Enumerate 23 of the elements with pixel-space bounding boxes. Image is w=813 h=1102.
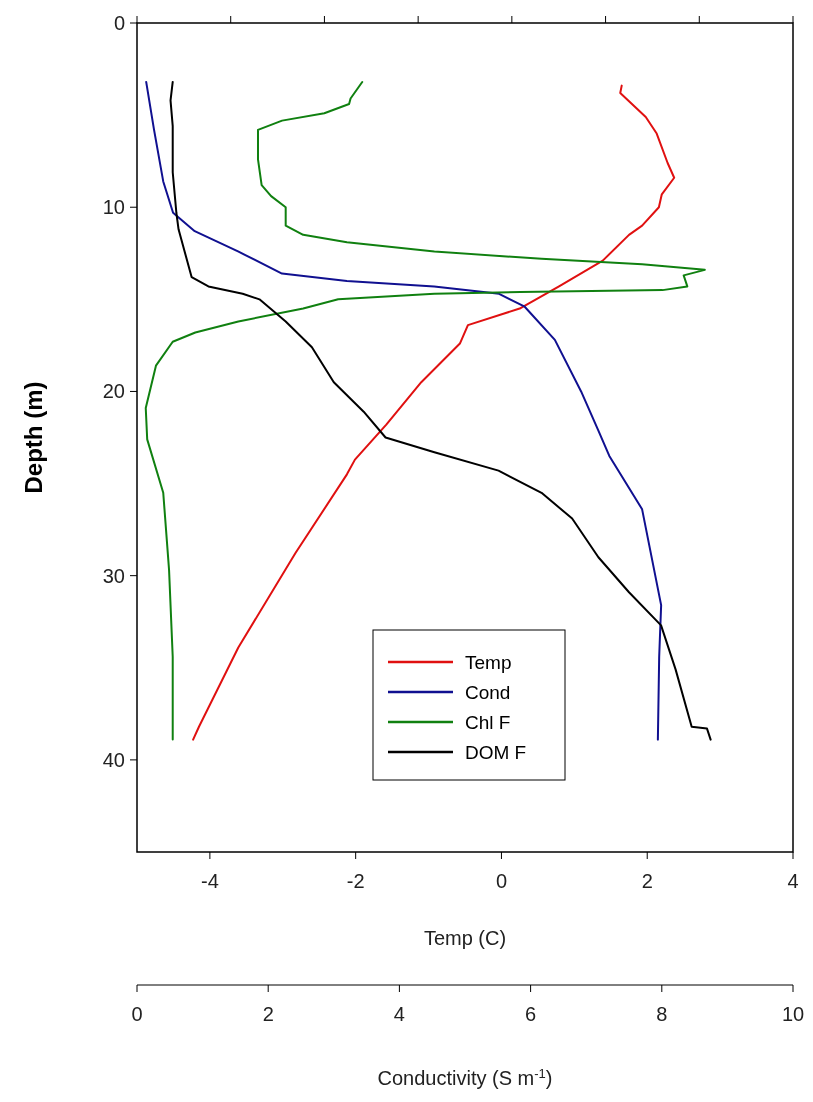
x2-tick-label: 2 <box>262 1003 274 1025</box>
x2-tick-label: 8 <box>656 1003 668 1025</box>
x2-tick-label: 6 <box>525 1003 537 1025</box>
x2-tick-label: 0 <box>131 1003 143 1025</box>
y-tick-label: 20 <box>102 380 125 403</box>
x-tick-label: -2 <box>346 870 365 892</box>
x-tick-label: 4 <box>787 870 799 892</box>
x2-axis-title: Conductivity (S m$^{-1}$) <box>377 1065 553 1089</box>
x-axis-title: Temp (C) <box>423 927 507 949</box>
y-tick-label: 0 <box>113 12 125 34</box>
y-tick-label: 40 <box>102 748 125 771</box>
legend-label: Cond <box>465 682 511 703</box>
legend-label: Temp <box>465 652 512 673</box>
legend-label: Chl F <box>465 712 511 733</box>
x2-tick-label: 10 <box>781 1003 805 1025</box>
y-tick-label: 30 <box>102 564 125 587</box>
x2-tick-label: 4 <box>393 1003 405 1025</box>
y-axis-title: Depth (m) <box>20 381 47 494</box>
x-tick-label: -4 <box>200 870 219 892</box>
y-tick-label: 10 <box>102 196 125 219</box>
x-tick-label: 2 <box>641 870 653 892</box>
x-tick-label: 0 <box>495 870 508 892</box>
legend-label: DOM F <box>465 742 527 763</box>
